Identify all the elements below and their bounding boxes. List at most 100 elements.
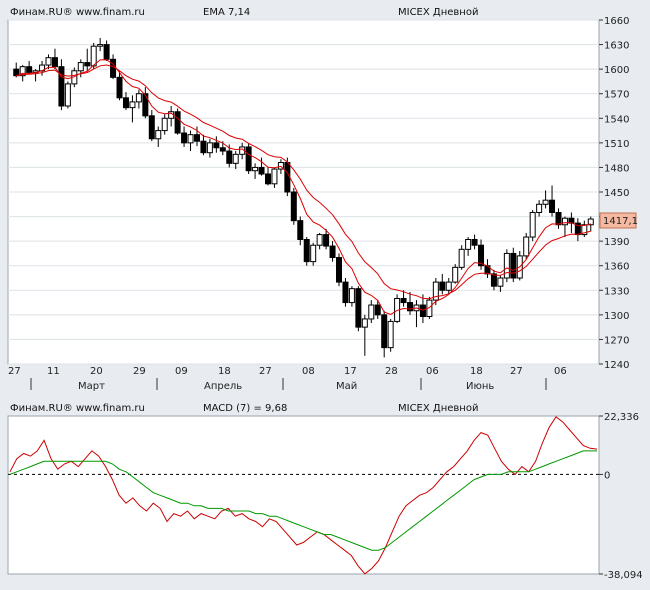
- candle-body: [122, 97, 129, 109]
- candle-body: [342, 281, 349, 304]
- candle-body: [258, 166, 265, 175]
- candle-body: [361, 318, 368, 328]
- candle-body: [561, 217, 568, 226]
- price-tick-label: 1510: [604, 139, 629, 150]
- price-tick-label: 1300: [604, 311, 629, 322]
- candle-body: [110, 58, 117, 78]
- candle-body: [419, 304, 426, 317]
- candle-body: [549, 199, 556, 213]
- candle-body: [478, 244, 485, 267]
- candle-body: [90, 45, 97, 67]
- candle-body: [329, 245, 336, 259]
- last-price-box: [599, 212, 637, 229]
- date-day-label: 18: [218, 366, 231, 377]
- candle-body: [387, 320, 394, 349]
- candle-body: [213, 142, 220, 149]
- price-tick-label: 1630: [604, 41, 629, 52]
- candle-body: [284, 162, 291, 193]
- candle-body: [219, 147, 226, 152]
- candle-body: [290, 191, 297, 222]
- macd-tick-label: 0: [604, 470, 610, 481]
- price-tick-label: 1480: [604, 163, 629, 174]
- candle-body: [174, 111, 181, 134]
- candle-body: [64, 83, 71, 107]
- date-axis: 27 11 20 29 09 18 27 08 17 28 06 18 27 06 Март Апрель Ма…: [8, 366, 567, 392]
- candle-body: [84, 62, 91, 67]
- candle-body: [19, 66, 26, 77]
- date-day-label: 29: [133, 366, 146, 377]
- last-price-marker: 1417,1: [599, 212, 638, 229]
- candle-body: [490, 273, 497, 287]
- price-header-title: MICEX Дневной: [398, 7, 478, 18]
- candle-body: [245, 146, 252, 172]
- candle-body: [529, 211, 536, 238]
- price-tick-label: 1570: [604, 90, 629, 101]
- date-day-label: 27: [510, 366, 523, 377]
- candle-body: [232, 153, 239, 164]
- candle-body: [355, 288, 362, 328]
- candle-body: [381, 314, 388, 349]
- candle-body: [252, 166, 259, 172]
- price-header-indicator: EMA 7,14: [203, 7, 250, 18]
- candle-body: [297, 220, 304, 241]
- price-tick-label: 1540: [604, 114, 629, 125]
- candle-body: [445, 281, 452, 291]
- candle-body: [51, 57, 58, 68]
- candle-body: [497, 277, 504, 287]
- date-month-label: Апрель: [204, 381, 242, 392]
- candle-body: [45, 57, 52, 66]
- candle-body: [206, 142, 213, 154]
- macd-tick-label: -38,094: [604, 570, 643, 581]
- macd-line: [9, 416, 598, 575]
- candle-body: [368, 304, 375, 320]
- price-header-source: Финам.RU® www.finam.ru: [10, 7, 145, 18]
- macd-header-indicator: MACD (7) = 9,68: [203, 403, 287, 414]
- candle-body: [142, 93, 149, 117]
- candle-body: [77, 62, 84, 72]
- date-day-label: 27: [259, 366, 272, 377]
- candle-body: [452, 266, 459, 283]
- price-tick-label: 1240: [604, 360, 629, 371]
- price-grid: [8, 19, 599, 365]
- date-day-label: 09: [175, 366, 188, 377]
- macd-lines: [9, 416, 598, 575]
- candle-body: [374, 304, 381, 316]
- macd-header-source: Финам.RU® www.finam.ru: [10, 403, 145, 414]
- candle-body: [129, 101, 136, 109]
- date-day-label: 11: [47, 366, 60, 377]
- candle-body: [510, 252, 517, 279]
- date-month-label: Март: [78, 381, 105, 392]
- ema-14-line: [16, 64, 591, 300]
- candle-body: [323, 234, 330, 247]
- candle-body: [226, 150, 233, 164]
- candle-body: [336, 257, 343, 283]
- price-tick-label: 1450: [604, 188, 629, 199]
- candle-body: [193, 134, 200, 142]
- candle-body: [316, 234, 323, 246]
- macd-header-title: MICEX Дневной: [398, 403, 478, 414]
- candle-body: [303, 239, 310, 263]
- price-y-axis: 1660163016001570154015101480145014201390…: [599, 16, 629, 371]
- candle-body: [97, 44, 104, 47]
- candle-body: [271, 168, 278, 185]
- candle-body: [536, 203, 543, 213]
- candle-body: [587, 218, 594, 226]
- price-tick-label: 1390: [604, 237, 629, 248]
- candle-body: [155, 130, 162, 140]
- price-tick-label: 1360: [604, 262, 629, 273]
- date-day-label: 27: [8, 366, 21, 377]
- macd-tick-label: 22,336: [604, 412, 639, 423]
- candle-body: [400, 297, 407, 304]
- candle-body: [116, 76, 123, 99]
- date-day-label: 17: [344, 366, 357, 377]
- candle-body: [458, 248, 465, 268]
- candle-body: [135, 93, 142, 103]
- candle-body: [432, 281, 439, 301]
- price-tick-label: 1600: [604, 65, 629, 76]
- candle-body: [348, 288, 355, 304]
- candle-body: [181, 132, 188, 144]
- candle-body: [439, 281, 446, 291]
- date-day-label: 28: [385, 366, 398, 377]
- candle-body: [310, 244, 317, 263]
